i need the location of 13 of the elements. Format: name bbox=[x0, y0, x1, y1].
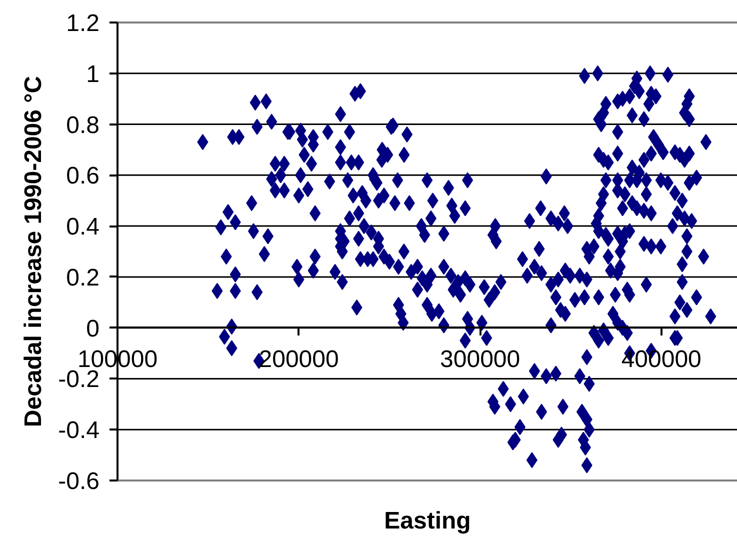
y-tick-label: 1.2 bbox=[66, 10, 100, 37]
x-tick-label: 400000 bbox=[621, 346, 702, 373]
y-tick-label: 0 bbox=[86, 315, 100, 342]
y-tick-label: 1 bbox=[86, 60, 100, 88]
y-tick-label: 0.6 bbox=[66, 162, 100, 190]
y-tick-label: -0.6 bbox=[58, 468, 100, 495]
y-tick-label: 0.2 bbox=[66, 264, 100, 292]
x-axis-title: Easting bbox=[384, 508, 471, 534]
x-tick-label: 300000 bbox=[440, 346, 520, 373]
y-axis-title: Decadal increase 1990-2006 °C bbox=[20, 76, 48, 428]
y-tick-label: 0.8 bbox=[66, 112, 100, 139]
y-tick-label: -0.4 bbox=[58, 417, 100, 444]
y-tick-label: 0.4 bbox=[66, 214, 100, 241]
